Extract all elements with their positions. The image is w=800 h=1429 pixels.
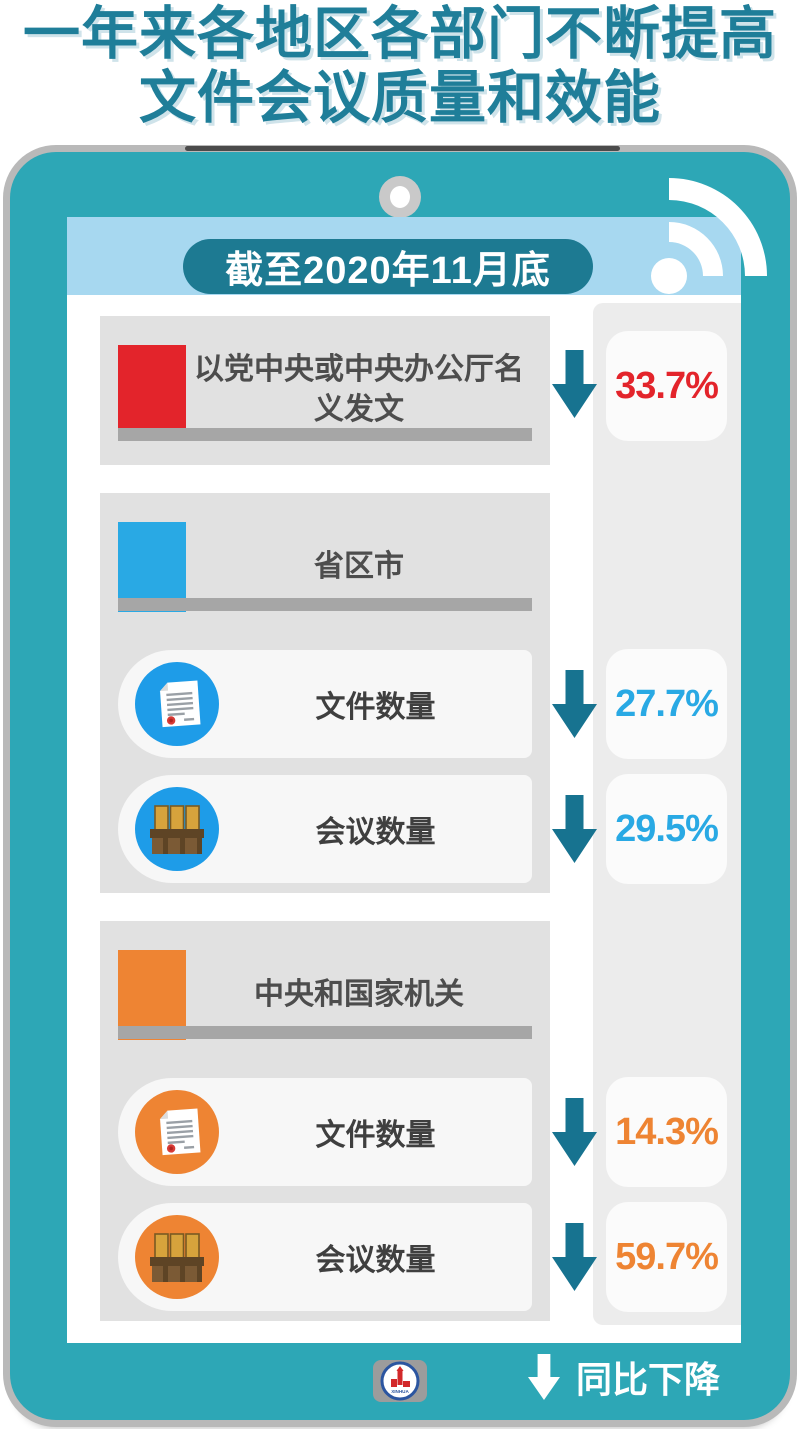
stat-row-meetings: 会议数量 59.7%: [118, 1202, 727, 1312]
section-label: 省区市: [314, 549, 404, 583]
section-header: 省区市: [118, 522, 532, 612]
section-header: 以党中央或中央办公厅名义发文: [118, 345, 532, 435]
stat-row-label: 文件数量: [315, 1119, 436, 1152]
section-label: 以党中央或中央办公厅名义发文: [194, 352, 524, 427]
value-badge: 59.7%: [606, 1202, 727, 1312]
blue-swatch: [118, 522, 186, 612]
section-provinces: 省区市: [100, 493, 727, 893]
title-line-2: 文件会议质量和效能: [139, 66, 661, 131]
document-icon: [135, 1090, 219, 1174]
value-badge: 29.5%: [606, 774, 727, 884]
red-swatch: [118, 345, 186, 435]
value-text: 14.3%: [615, 1110, 719, 1153]
value-text: 29.5%: [615, 807, 719, 850]
stat-cards: 以党中央或中央办公厅名义发文 33.7% 省区市: [100, 316, 727, 1349]
xinhua-logo: XINHUA: [373, 1360, 427, 1402]
meeting-icon: [135, 1215, 219, 1299]
tablet-frame: 截至2020年11月底 以党中央或中央办公厅名义发文: [10, 146, 790, 1420]
header-band: 截至2020年11月底: [67, 217, 741, 295]
section-label: 中央和国家机关: [254, 977, 464, 1011]
value-text: 27.7%: [615, 682, 719, 725]
speaker-slot: [185, 146, 620, 151]
orange-swatch: [118, 950, 186, 1040]
down-arrow-icon: [552, 350, 597, 418]
rss-icon: [651, 178, 767, 294]
stat-row-documents: 文件数量 27.7%: [118, 649, 727, 759]
title-line-1: 一年来各地区各部门不断提高: [23, 2, 777, 66]
value-badge: 14.3%: [606, 1077, 727, 1187]
stat-row-meetings: 会议数量 29.5%: [118, 774, 727, 884]
stat-row-label: 会议数量: [315, 816, 436, 849]
stat-row-documents: 文件数量 14.3%: [118, 1077, 727, 1187]
meeting-icon: [135, 787, 219, 871]
xinhua-logo-text: XINHUA: [391, 1389, 409, 1394]
down-arrow-icon: [552, 1098, 597, 1166]
divider: [118, 428, 532, 441]
camera-icon: [379, 176, 421, 218]
section-rows: 文件数量 14.3%: [118, 1077, 727, 1328]
page-title: 一年来各地区各部门不断提高 文件会议质量和效能: [0, 2, 800, 131]
date-badge: 截至2020年11月底: [183, 239, 593, 294]
section-rows: 文件数量 27.7%: [118, 649, 727, 900]
section-party-central-documents: 以党中央或中央办公厅名义发文 33.7%: [100, 316, 727, 465]
value-badge: 33.7%: [606, 331, 727, 441]
down-arrow-icon: [527, 1354, 560, 1400]
stat-row-label: 会议数量: [315, 1244, 436, 1277]
stat-row-label: 文件数量: [315, 691, 436, 724]
section-header: 中央和国家机关: [118, 950, 532, 1040]
xinhua-emblem-icon: XINHUA: [380, 1361, 420, 1401]
value-text: 33.7%: [615, 364, 719, 407]
tablet-screen: 截至2020年11月底 以党中央或中央办公厅名义发文: [67, 178, 767, 1343]
value-badge: 27.7%: [606, 649, 727, 759]
date-badge-label: 截至2020年11月底: [225, 250, 551, 292]
camera-lens: [390, 186, 410, 208]
document-icon: [135, 662, 219, 746]
down-arrow-icon: [552, 1223, 597, 1291]
legend-label: 同比下降: [575, 1359, 720, 1400]
divider: [118, 1026, 532, 1039]
down-arrow-icon: [552, 670, 597, 738]
value-text: 59.7%: [615, 1235, 719, 1278]
section-central-state-organs: 中央和国家机关: [100, 921, 727, 1321]
tablet-footer: XINHUA 同比下降: [10, 1343, 790, 1420]
down-arrow-icon: [552, 795, 597, 863]
legend: 同比下降: [527, 1351, 720, 1403]
divider: [118, 598, 532, 611]
